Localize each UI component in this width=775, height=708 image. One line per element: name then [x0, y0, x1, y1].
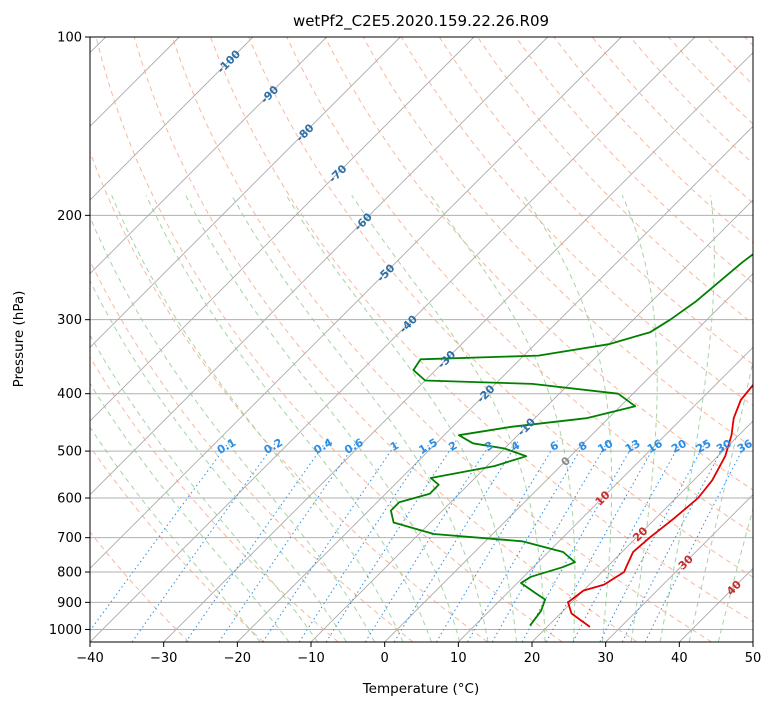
- y-tick-label: 800: [57, 566, 82, 581]
- dry-adiabat: [171, 37, 712, 642]
- isotherm: [90, 37, 254, 201]
- x-axis: −40 −30 −20 −10 0 10 20 30 40 50: [76, 642, 761, 666]
- x-tick-label: 20: [524, 651, 541, 666]
- plot-grid: [90, 37, 753, 642]
- x-tick-label: −40: [76, 651, 103, 666]
- isotherm: [163, 52, 753, 642]
- moist-adiabat: [717, 506, 753, 642]
- y-axis-label: Pressure (hPa): [11, 291, 27, 388]
- dry-adiabat: [90, 445, 264, 642]
- mixing-ratio-line: [435, 440, 558, 642]
- dewpoint-line: [390, 253, 753, 627]
- dry-adiabat: [400, 37, 753, 407]
- x-tick-label: 30: [597, 651, 614, 666]
- moist-adiabat: [523, 195, 613, 642]
- temperature-line: [567, 383, 753, 628]
- moist-adiabat: [90, 279, 347, 642]
- mixing-ratio-line: [467, 440, 587, 642]
- series-layer: [390, 253, 753, 628]
- dry-adiabat: [515, 37, 753, 284]
- plot-frame: [89, 36, 754, 643]
- isotherm: [458, 346, 753, 642]
- isotherm: [90, 37, 548, 496]
- y-tick-label: 500: [57, 445, 82, 460]
- moist-adiabat: [430, 195, 576, 642]
- y-tick-label: 200: [57, 209, 82, 224]
- mixing-ratio-line: [491, 440, 609, 642]
- y-tick-label: 700: [57, 531, 82, 546]
- x-tick-label: 40: [671, 651, 688, 666]
- dry-adiabat: [90, 259, 414, 642]
- isotherm: [90, 37, 622, 569]
- x-tick-label: 0: [381, 651, 389, 666]
- moist-adiabat: [621, 195, 658, 642]
- chart-title: wetPf2_C2E5.2020.159.22.26.R09: [293, 12, 549, 31]
- moist-adiabat: [231, 195, 489, 642]
- y-axis: 100 200 300 400 500 600 700 800 900 1000: [49, 31, 90, 638]
- moist-adiabat: [688, 358, 753, 642]
- y-tick-label: 400: [57, 387, 82, 402]
- x-axis-label: Temperature (°C): [362, 681, 480, 697]
- moist-adiabat: [145, 195, 432, 642]
- moist-adiabat: [90, 382, 290, 642]
- dry-adiabat: [95, 37, 563, 642]
- moist-adiabat: [659, 195, 715, 642]
- moist-adiabat: [90, 215, 376, 642]
- dry-adiabat: [438, 37, 753, 366]
- isotherm: [531, 420, 753, 642]
- mixing-ratio-line: [298, 440, 432, 642]
- isotherm: [90, 37, 327, 275]
- mixing-ratio-line: [185, 440, 328, 642]
- moist-adiabat: [285, 195, 517, 642]
- mixing-ratio-line: [364, 440, 493, 642]
- moist-adiabat: [111, 195, 404, 642]
- dry-adiabat: [90, 150, 488, 642]
- dry-adiabat: [286, 37, 753, 534]
- mixing-ratio-line: [131, 440, 278, 642]
- isotherm: [90, 37, 475, 422]
- mixing-ratio-line: [621, 440, 728, 642]
- mixing-ratio-line: [545, 440, 659, 642]
- moist-adiabat: [90, 426, 261, 642]
- moist-adiabat: [90, 334, 319, 642]
- x-tick-label: −20: [224, 651, 251, 666]
- moist-adiabat: [185, 195, 461, 642]
- isotherm: [237, 125, 753, 642]
- dry-adiabat: [210, 37, 753, 623]
- x-tick-label: −10: [297, 651, 324, 666]
- x-tick-label: −30: [150, 651, 177, 666]
- x-tick-label: 50: [745, 651, 762, 666]
- isotherm: [605, 494, 753, 642]
- y-tick-label: 600: [57, 492, 82, 507]
- mixing-ratio-line: [393, 440, 520, 642]
- isotherm: [384, 273, 753, 642]
- mixing-ratio-line: [599, 440, 707, 642]
- x-tick-label: 10: [450, 651, 467, 666]
- mixing-ratio-line: [644, 440, 748, 642]
- y-tick-label: 900: [57, 596, 82, 611]
- y-tick-label: 1000: [49, 623, 82, 638]
- dry-adiabat: [90, 531, 190, 642]
- isotherm: [90, 37, 696, 642]
- mixing-ratio-line: [572, 440, 683, 642]
- y-tick-label: 300: [57, 313, 82, 328]
- dry-adiabat: [248, 37, 753, 578]
- isotherm: [90, 37, 401, 348]
- y-tick-label: 100: [57, 31, 82, 46]
